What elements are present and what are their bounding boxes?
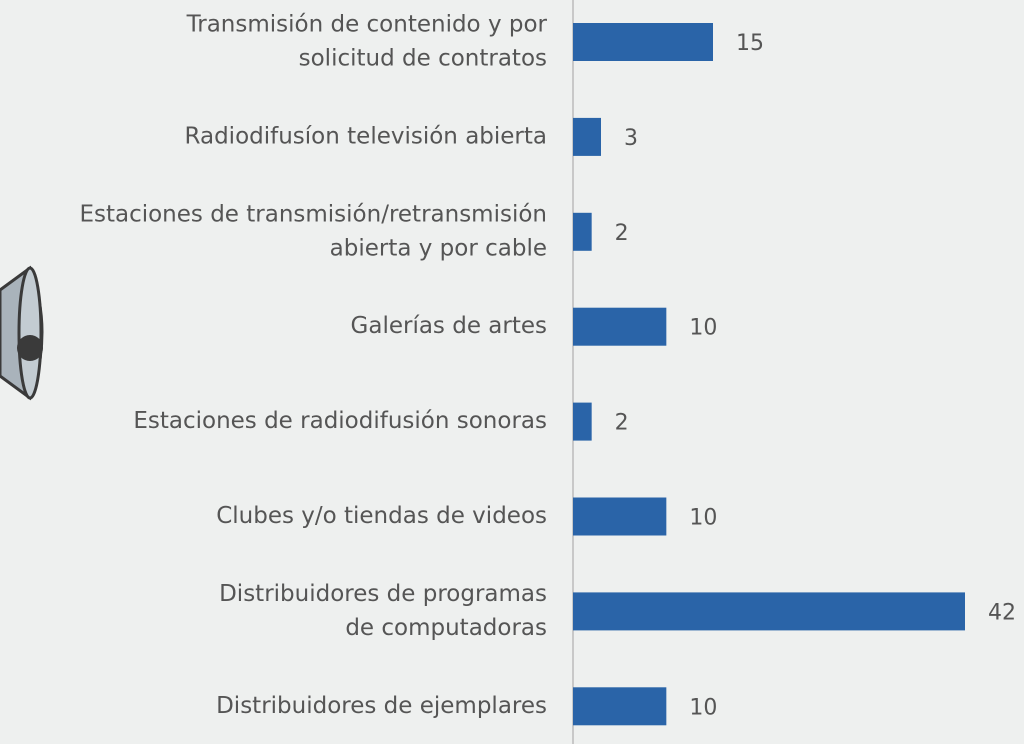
- bar: [573, 592, 965, 631]
- category-label: Clubes y/o tiendas de videos: [216, 503, 547, 529]
- bar: [573, 212, 592, 251]
- bar: [573, 497, 667, 536]
- category-label: Estaciones de radiodifusión sonoras: [133, 408, 547, 434]
- bar: [573, 402, 592, 441]
- category-label: Transmisión de contenido y por: [186, 12, 548, 38]
- category-label: abierta y por cable: [330, 235, 547, 261]
- bar: [573, 687, 667, 726]
- value-label: 10: [689, 506, 717, 531]
- value-label: 10: [689, 695, 717, 720]
- category-label: Estaciones de transmisión/retransmisión: [79, 201, 547, 227]
- category-label: de computadoras: [345, 615, 547, 641]
- speaker-icon: [0, 265, 44, 401]
- value-label: 2: [615, 411, 629, 436]
- category-label: Galerías de artes: [351, 313, 547, 339]
- value-label: 10: [689, 316, 717, 341]
- category-label: Radiodifusíon televisión abierta: [185, 123, 547, 149]
- category-label: Distribuidores de ejemplares: [216, 693, 547, 719]
- bar: [573, 117, 601, 156]
- category-label: solicitud de contratos: [299, 46, 547, 72]
- value-label: 15: [736, 31, 764, 56]
- value-label: 3: [624, 126, 638, 151]
- bar: [573, 23, 713, 61]
- bar: [573, 307, 667, 346]
- category-label: Distribuidores de programas: [219, 581, 547, 607]
- value-label: 2: [615, 221, 629, 246]
- value-label: 42: [988, 600, 1016, 625]
